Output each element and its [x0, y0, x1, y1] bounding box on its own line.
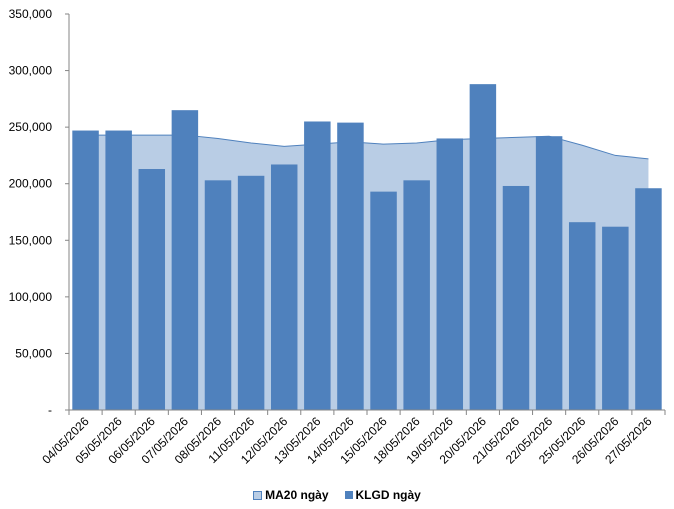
y-tick-label: - [48, 403, 52, 417]
legend-item-klgd: KLGD ngày [344, 488, 421, 502]
bar-15/05/2026 [370, 191, 397, 410]
bar-26/05/2026 [602, 226, 629, 410]
legend-swatch-klgd [344, 491, 353, 499]
y-tick-label: 300,000 [9, 64, 53, 78]
y-tick-label: 200,000 [9, 177, 53, 191]
bar-14/05/2026 [337, 122, 364, 411]
legend-label-klgd: KLGD ngày [355, 488, 421, 502]
ma20-area-layer [85, 134, 649, 410]
legend-label-ma20: MA20 ngày [265, 488, 329, 502]
y-tick-label: 350,000 [9, 7, 53, 21]
bar-06/05/2026 [138, 169, 166, 410]
bar-18/05/2026 [403, 180, 430, 410]
bar-22/05/2026 [535, 136, 563, 411]
bar-27/05/2026 [635, 188, 662, 410]
bar-13/05/2026 [304, 121, 331, 410]
y-tick-label: 100,000 [9, 290, 53, 304]
bar-07/05/2026 [171, 110, 199, 411]
bar-11/05/2026 [237, 175, 265, 410]
y-tick-label: 250,000 [9, 120, 53, 134]
x-tick-labels: 04/05/202605/05/202606/05/202607/05/2026… [39, 414, 654, 467]
bar-08/05/2026 [204, 180, 232, 410]
legend-swatch-ma20 [253, 490, 263, 500]
bar-layer [72, 84, 662, 411]
legend-item-ma20: MA20 ngày [253, 488, 329, 502]
bar-20/05/2026 [469, 84, 497, 411]
bar-19/05/2026 [436, 138, 464, 410]
y-tick-labels: - 50,000 100,000 150,000 200,000 250,000 300,0… [9, 7, 53, 417]
y-tick-label: 150,000 [9, 233, 53, 247]
bar-25/05/2026 [568, 222, 596, 410]
bar-04/05/2026 [72, 130, 99, 410]
axis-layer [65, 13, 666, 415]
legend: MA20 ngày KLGD ngày [0, 486, 674, 504]
bar-05/05/2026 [105, 130, 132, 410]
ma20-area [85, 135, 649, 410]
bar-12/05/2026 [270, 164, 298, 410]
y-tick-label: 50,000 [15, 346, 52, 360]
bar-21/05/2026 [502, 185, 530, 410]
